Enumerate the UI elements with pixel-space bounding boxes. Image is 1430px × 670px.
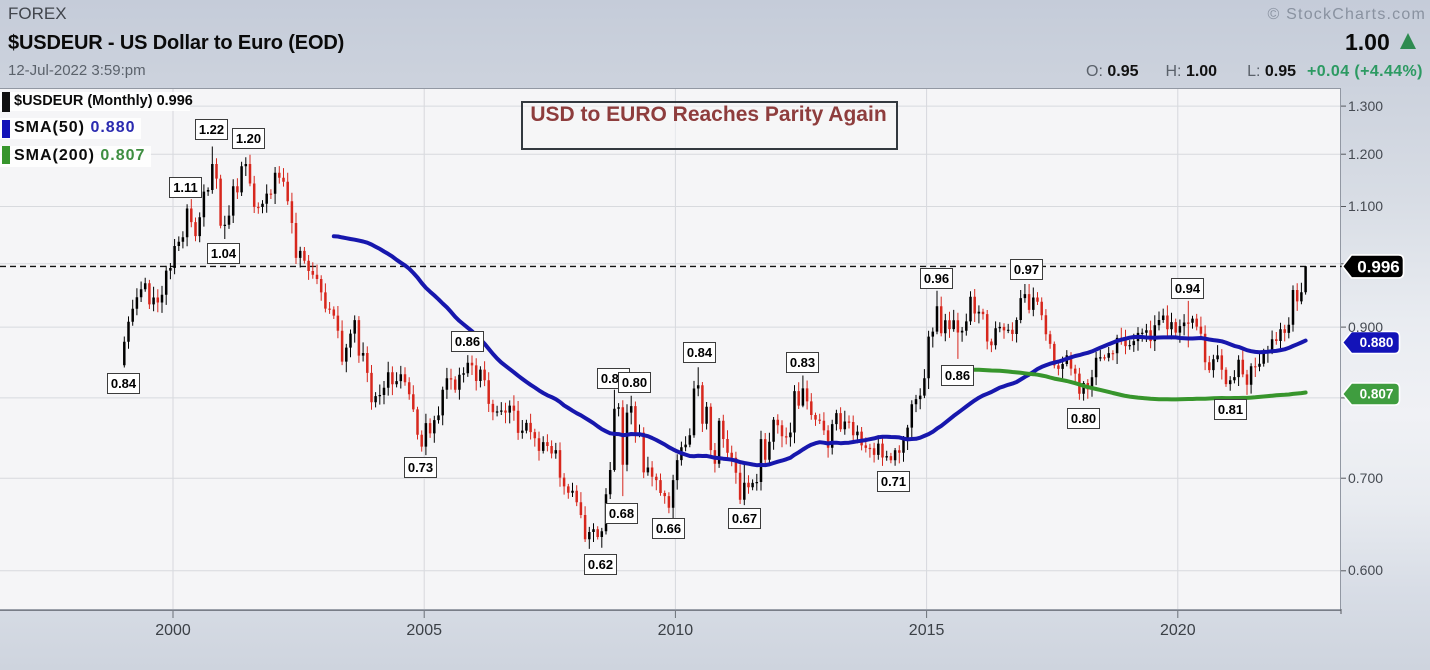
svg-text:0.807: 0.807 [1360,387,1394,402]
svg-text:0.996: 0.996 [1357,257,1400,276]
svg-text:0.880: 0.880 [1360,335,1394,350]
